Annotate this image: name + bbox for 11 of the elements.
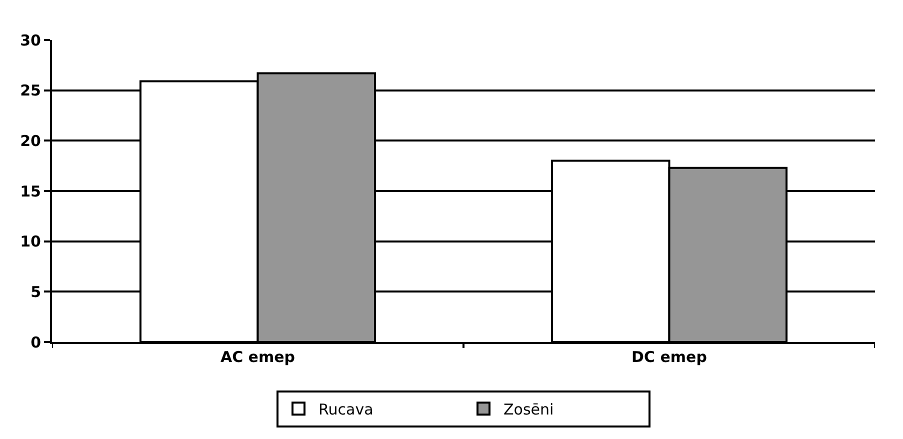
x-tick-label: DC emep <box>632 348 708 366</box>
legend-label: Rucava <box>318 400 374 418</box>
y-tick-label: 25 <box>20 82 41 100</box>
y-tick-label: 10 <box>20 232 41 251</box>
y-tick-label: 30 <box>20 31 41 50</box>
legend-label: Zosēni <box>504 400 554 418</box>
y-tick-label: 0 <box>30 333 41 352</box>
y-tick-label: 20 <box>20 132 41 150</box>
x-tick-label: AC emep <box>220 348 296 366</box>
y-tick-label: 5 <box>30 282 41 301</box>
y-tick-label: 15 <box>20 182 41 200</box>
